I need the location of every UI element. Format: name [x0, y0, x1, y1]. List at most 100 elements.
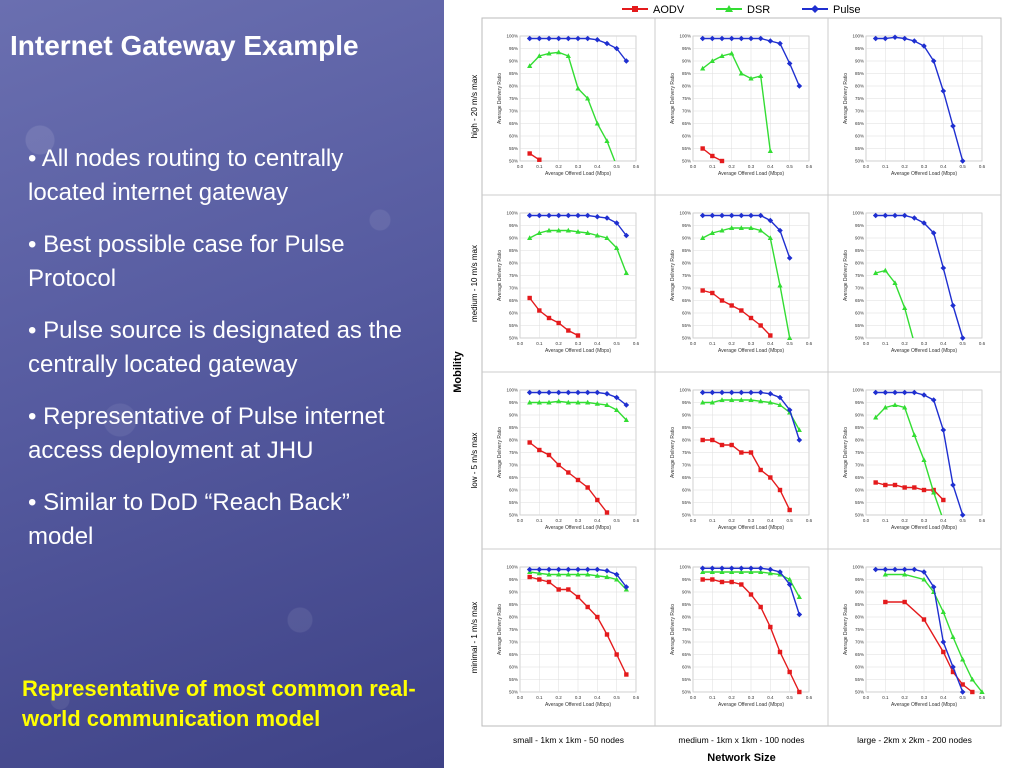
x-tick-label: 0.0: [863, 164, 870, 169]
x-tick-label: 0.5: [787, 518, 794, 523]
x-tick-label: 0.0: [690, 695, 697, 700]
x-tick-label: 0.5: [960, 518, 967, 523]
x-tick-label: 0.5: [614, 695, 621, 700]
data-point-pulse: [594, 389, 601, 396]
legend-label-dsr: DSR: [747, 4, 770, 16]
data-point-aodv: [604, 510, 610, 515]
data-point-aodv: [566, 587, 571, 592]
data-point-pulse: [872, 35, 879, 42]
data-point-pulse: [872, 212, 879, 219]
data-point-pulse: [584, 389, 591, 396]
data-point-pulse: [536, 212, 543, 219]
data-point-pulse: [699, 389, 706, 396]
x-tick-label: 0.3: [748, 164, 755, 169]
y-tick-label: 65%: [509, 298, 518, 303]
data-point-dsr: [758, 569, 764, 574]
x-tick-label: 0.6: [979, 518, 986, 523]
subplot-x-label: Average Offered Load (Mbps): [891, 348, 957, 354]
y-tick-label: 85%: [682, 248, 691, 253]
data-point-aodv: [902, 485, 907, 490]
data-point-dsr: [614, 576, 620, 582]
row-label: minimal - 1 m/s max: [470, 602, 479, 674]
data-point-dsr: [709, 230, 715, 235]
data-point-aodv: [921, 617, 927, 622]
data-point-pulse: [594, 36, 601, 43]
x-tick-label: 0.3: [575, 518, 582, 523]
data-point-pulse: [623, 584, 630, 590]
data-point-dsr: [604, 235, 610, 240]
data-point-dsr: [796, 594, 802, 599]
y-tick-label: 95%: [855, 577, 864, 582]
data-point-dsr: [585, 399, 591, 405]
data-point-dsr: [719, 53, 725, 58]
data-point-pulse: [526, 389, 533, 396]
x-tick-label: 0.3: [575, 164, 582, 169]
x-tick-label: 0.0: [863, 695, 870, 700]
subplot-y-label: Average Delivery Ratio: [843, 604, 849, 655]
y-tick-label: 70%: [682, 109, 691, 114]
y-tick-label: 100%: [506, 211, 518, 216]
data-point-aodv: [700, 288, 705, 293]
x-tick-label: 0.6: [633, 164, 640, 169]
data-point-aodv: [566, 470, 571, 475]
y-tick-label: 55%: [682, 146, 691, 151]
subplot-y-label: Average Delivery Ratio: [670, 427, 676, 478]
y-tick-label: 75%: [682, 273, 691, 278]
data-point-dsr: [892, 280, 898, 285]
data-point-aodv: [527, 295, 532, 301]
data-point-dsr: [969, 676, 975, 682]
y-tick-label: 75%: [509, 96, 518, 101]
subplot-x-label: Average Offered Load (Mbps): [545, 171, 611, 177]
y-tick-label: 50%: [855, 690, 864, 695]
y-tick-label: 90%: [855, 590, 864, 595]
x-tick-label: 0.4: [767, 695, 774, 700]
x-tick-label: 0.0: [517, 695, 524, 700]
data-point-dsr: [787, 335, 793, 340]
data-point-dsr: [796, 427, 802, 432]
x-tick-label: 0.6: [979, 164, 986, 169]
data-point-aodv: [902, 599, 907, 605]
column-label: medium - 1km x 1km - 100 nodes: [678, 735, 804, 745]
data-point-pulse: [699, 565, 706, 572]
y-tick-label: 95%: [855, 223, 864, 228]
y-tick-label: 70%: [855, 640, 864, 645]
data-point-pulse: [882, 566, 889, 573]
data-point-aodv: [758, 604, 763, 610]
y-tick-label: 100%: [679, 34, 691, 39]
y-tick-label: 50%: [509, 690, 518, 695]
y-tick-label: 80%: [509, 615, 518, 620]
y-tick-label: 55%: [855, 323, 864, 328]
y-tick-label: 80%: [855, 84, 864, 89]
data-point-dsr: [738, 70, 744, 76]
y-tick-label: 80%: [509, 438, 518, 443]
y-tick-label: 70%: [682, 640, 691, 645]
x-tick-label: 0.4: [940, 164, 947, 169]
data-point-aodv: [556, 462, 561, 468]
y-tick-label: 100%: [506, 34, 518, 39]
data-point-dsr: [738, 397, 744, 402]
data-point-dsr: [623, 270, 629, 275]
y-tick-label: 85%: [682, 425, 691, 430]
data-point-pulse: [892, 34, 898, 41]
y-tick-label: 60%: [855, 488, 864, 493]
data-point-dsr: [575, 571, 581, 577]
y-tick-label: 100%: [852, 388, 864, 393]
x-tick-label: 0.1: [536, 164, 543, 169]
data-point-dsr: [614, 245, 620, 250]
y-tick-label: 95%: [509, 400, 518, 405]
x-tick-label: 0.1: [709, 341, 716, 346]
y-tick-label: 100%: [679, 388, 691, 393]
series-line-pulse: [875, 568, 964, 692]
data-point-dsr: [700, 65, 706, 71]
data-point-dsr: [719, 569, 725, 574]
x-tick-label: 0.0: [517, 164, 524, 169]
x-tick-label: 0.6: [806, 695, 813, 700]
y-tick-label: 85%: [855, 425, 864, 430]
data-point-pulse: [767, 217, 774, 224]
y-tick-label: 55%: [509, 500, 518, 505]
data-point-dsr: [777, 402, 783, 407]
y-tick-label: 85%: [682, 602, 691, 607]
subplot-x-label: Average Offered Load (Mbps): [545, 525, 611, 531]
data-point-pulse: [613, 394, 620, 401]
data-point-pulse: [613, 220, 620, 226]
